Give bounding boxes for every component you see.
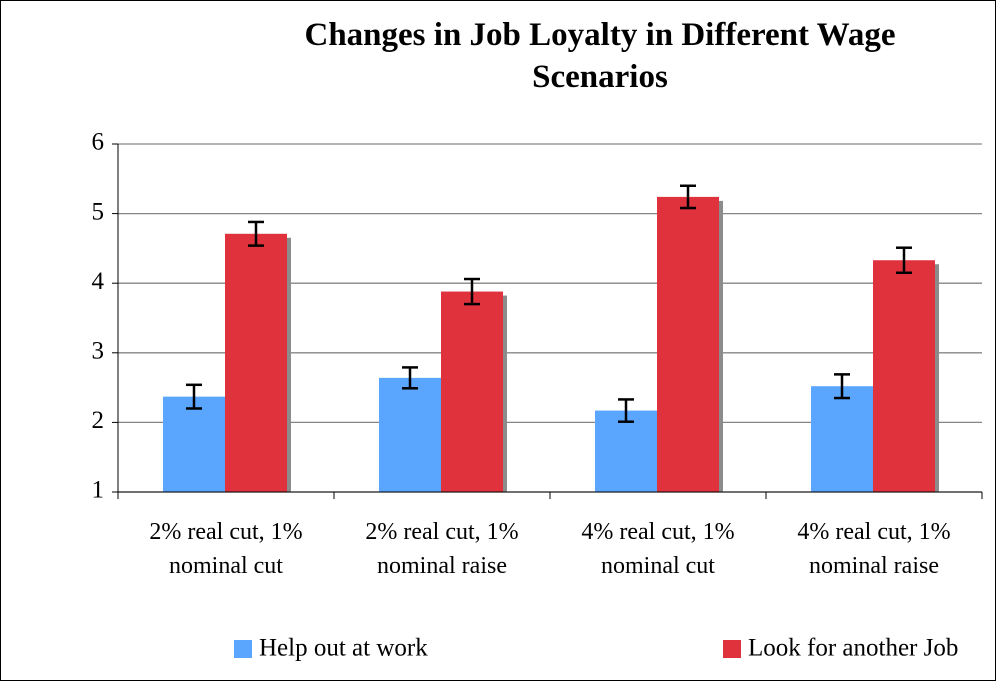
bar	[441, 291, 503, 492]
bar	[811, 386, 873, 492]
bar	[873, 260, 935, 492]
legend-swatch	[234, 640, 252, 658]
error-bar	[402, 366, 418, 390]
y-tick-label: 1	[92, 477, 105, 504]
x-tick-label: 4% real cut, 1% nominal cut	[581, 519, 735, 579]
error-bar	[186, 383, 202, 410]
bar	[595, 410, 657, 492]
bar	[163, 396, 225, 492]
y-tick-label: 5	[92, 198, 105, 225]
legend-label: Help out at work	[259, 635, 428, 662]
x-tick-label: 2% real cut, 1% nominal raise	[365, 519, 519, 579]
legend-label: Look for another Job	[748, 635, 958, 662]
legend-swatch	[723, 640, 741, 658]
error-bar	[248, 220, 264, 247]
error-bar	[896, 246, 912, 275]
y-tick-label: 4	[92, 268, 105, 295]
error-bar	[680, 184, 696, 210]
chart-title: Changes in Job Loyalty in Different Wage…	[304, 17, 896, 95]
x-tick-label: 4% real cut, 1% nominal raise	[797, 519, 951, 579]
error-bar	[464, 277, 480, 306]
bar	[225, 233, 287, 492]
bar	[657, 196, 719, 492]
x-tick-label: 2% real cut, 1% nominal cut	[149, 519, 303, 579]
y-tick-label: 2	[92, 407, 105, 434]
y-tick-label: 6	[92, 129, 105, 156]
bar	[379, 377, 441, 492]
error-bar	[618, 398, 634, 423]
y-tick-label: 3	[92, 338, 105, 365]
error-bar	[834, 373, 850, 400]
